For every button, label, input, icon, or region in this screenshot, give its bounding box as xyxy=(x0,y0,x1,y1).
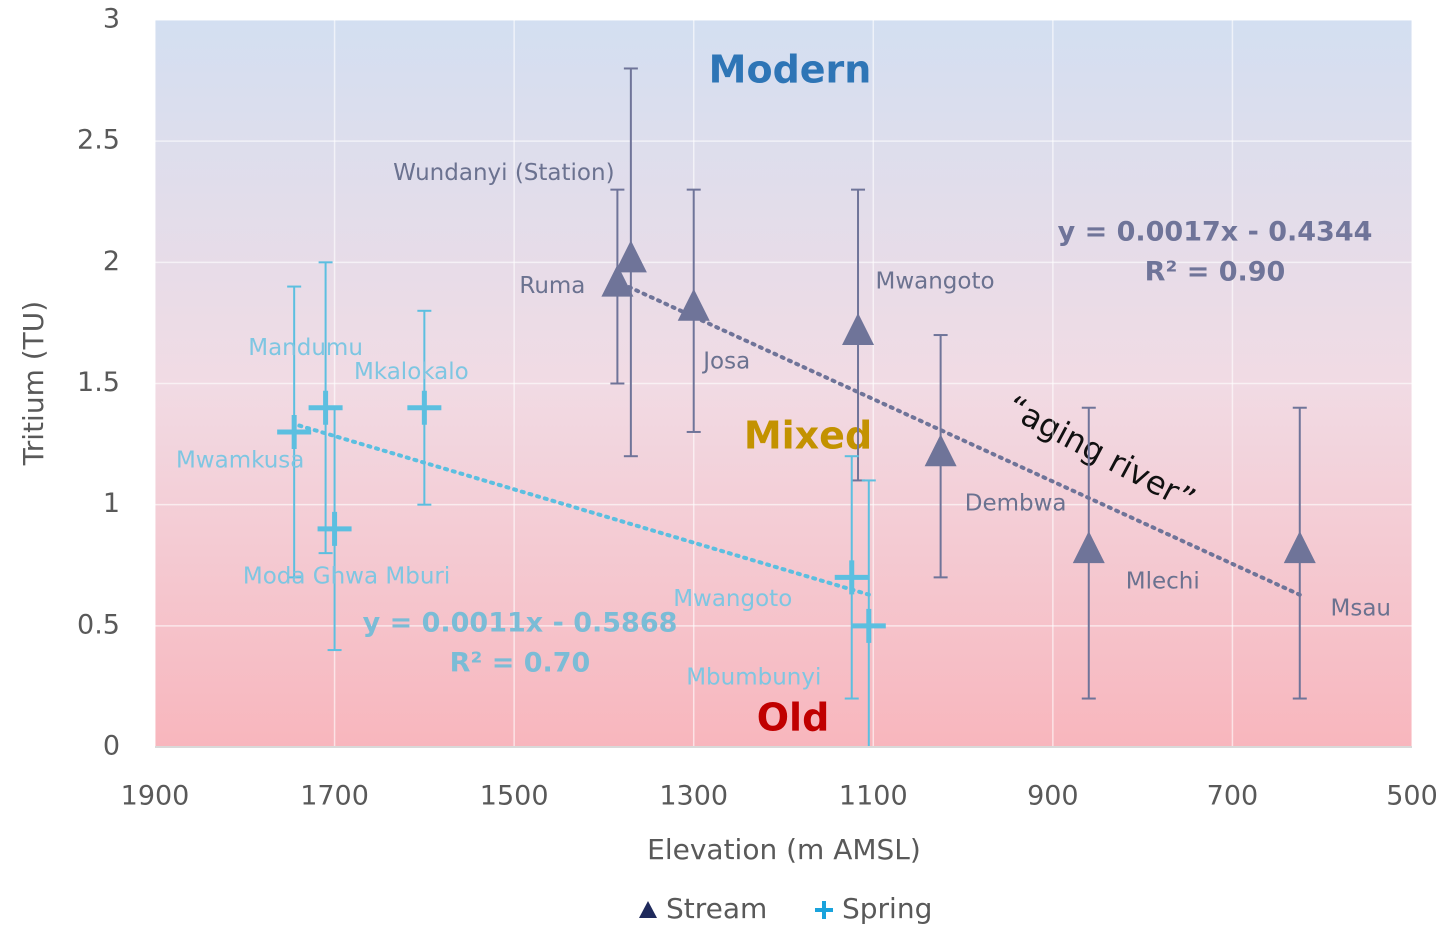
trendline xyxy=(615,279,1302,597)
x-tick-label: 900 xyxy=(1027,781,1079,812)
point-label: Mbumbunyi xyxy=(686,664,821,690)
data-point xyxy=(407,390,442,425)
y-tick-label: 1 xyxy=(103,488,120,519)
data-point xyxy=(851,608,886,643)
data-point xyxy=(1283,531,1316,564)
point-label: Wundanyi (Station) xyxy=(393,160,614,186)
trendline-equation: y = 0.0011x - 0.5868 xyxy=(363,608,678,639)
y-tick-label: 3 xyxy=(103,4,120,35)
data-point xyxy=(924,434,957,467)
point-label: Mandumu xyxy=(248,335,363,361)
y-tick-label: 2 xyxy=(103,246,120,277)
annotation: Old xyxy=(757,696,830,740)
x-tick-label: 1100 xyxy=(839,781,908,812)
point-label: Msau xyxy=(1331,596,1392,622)
data-point xyxy=(277,414,312,449)
x-tick-label: 1500 xyxy=(480,781,549,812)
data-point xyxy=(842,313,875,346)
annotation: Mixed xyxy=(744,414,872,458)
y-axis-title: Tritium (TU) xyxy=(17,301,50,466)
legend-label: Stream xyxy=(666,892,767,925)
y-tick-label: 2.5 xyxy=(77,125,120,156)
trendline xyxy=(292,422,871,597)
trendline-r2: R² = 0.70 xyxy=(450,648,591,679)
point-label: Mwamkusa xyxy=(176,447,304,473)
data-point xyxy=(677,288,710,321)
annotation: Modern xyxy=(709,48,872,92)
y-tick-label: 0 xyxy=(103,731,120,762)
trendline-equation: y = 0.0017x - 0.4344 xyxy=(1058,217,1373,248)
point-label: Mwangoto xyxy=(673,586,792,612)
point-label: Ruma xyxy=(519,273,585,299)
legend-marker xyxy=(639,901,657,918)
point-label: Dembwa xyxy=(965,491,1067,517)
plot-layer xyxy=(155,20,1412,747)
data-point xyxy=(614,240,647,273)
y-tick-label: 0.5 xyxy=(77,609,120,640)
x-axis-title: Elevation (m AMSL) xyxy=(647,833,921,866)
legend-label: Spring xyxy=(842,892,932,925)
point-label: Mkalokalo xyxy=(354,359,469,385)
y-tick-label: 1.5 xyxy=(77,367,120,398)
legend-marker xyxy=(815,901,833,919)
data-point xyxy=(834,560,869,595)
point-label: Mlechi xyxy=(1126,569,1200,595)
data-point xyxy=(601,264,634,297)
x-tick-label: 500 xyxy=(1386,781,1438,812)
x-tick-label: 1900 xyxy=(121,781,190,812)
x-tick-label: 1300 xyxy=(659,781,728,812)
point-label: Mwangoto xyxy=(875,269,994,295)
point-label: Moda Ghwa Mburi xyxy=(243,563,450,589)
trendline-r2: R² = 0.90 xyxy=(1145,257,1286,288)
x-tick-label: 1700 xyxy=(300,781,369,812)
x-tick-label: 700 xyxy=(1207,781,1259,812)
point-label: Josa xyxy=(701,348,750,374)
data-point xyxy=(317,511,352,546)
data-point xyxy=(1072,531,1105,564)
